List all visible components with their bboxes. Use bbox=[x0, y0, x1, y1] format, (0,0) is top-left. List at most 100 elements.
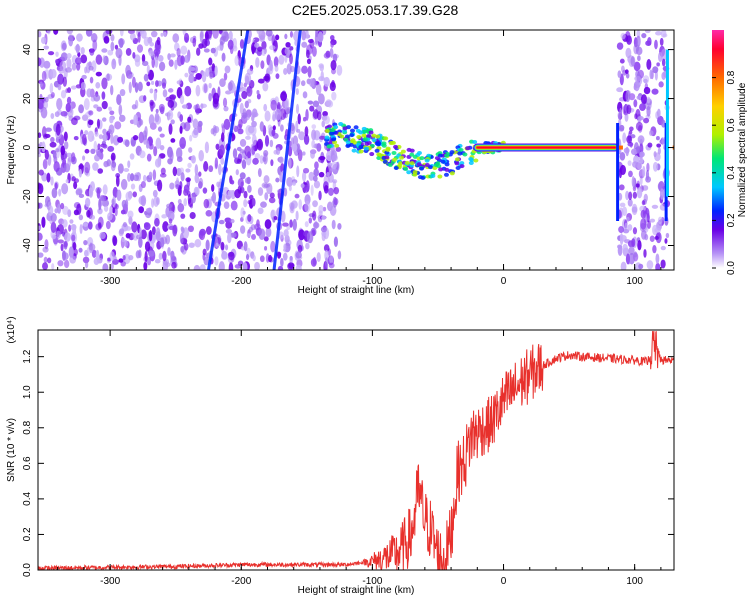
spectral-speckle bbox=[640, 229, 647, 240]
spectral-speckle bbox=[110, 152, 116, 162]
spectral-speckle bbox=[289, 256, 293, 265]
spectral-speckle bbox=[72, 242, 77, 251]
spectral-speckle bbox=[88, 110, 94, 116]
spectral-speckle bbox=[264, 134, 270, 147]
spectral-speckle bbox=[318, 156, 326, 161]
spectral-speckle bbox=[192, 37, 197, 48]
spectral-speckle bbox=[197, 120, 203, 128]
spectral-speckle bbox=[146, 153, 152, 162]
spectral-speckle bbox=[623, 147, 630, 154]
spectral-speckle bbox=[279, 108, 287, 120]
spectral-speckle bbox=[158, 252, 163, 260]
spectral-speckle bbox=[96, 106, 103, 112]
carrier-blob bbox=[358, 130, 364, 135]
carrier-blob bbox=[375, 134, 381, 139]
spectral-speckle bbox=[62, 76, 67, 87]
y-tick-label: 0.8 bbox=[22, 420, 33, 434]
spectral-speckle bbox=[203, 256, 209, 266]
spectral-speckle bbox=[228, 30, 233, 40]
spectral-speckle bbox=[205, 226, 212, 235]
carrier-blob bbox=[459, 161, 465, 166]
carrier-blob bbox=[326, 144, 332, 149]
spectral-speckle bbox=[102, 144, 108, 149]
spectral-speckle bbox=[109, 116, 114, 124]
spectral-speckle bbox=[221, 52, 226, 62]
spectral-speckle bbox=[250, 125, 257, 136]
spectral-speckle bbox=[296, 165, 300, 178]
spectral-speckle bbox=[270, 159, 274, 167]
spectral-speckle bbox=[127, 210, 134, 219]
spectral-speckle bbox=[38, 169, 44, 176]
y-tick-label: 1.2 bbox=[22, 349, 33, 363]
spectral-speckle bbox=[306, 231, 314, 244]
spectral-speckle bbox=[310, 150, 315, 159]
carrier-blob bbox=[437, 174, 443, 179]
spectral-speckle bbox=[43, 45, 50, 50]
spectral-speckle bbox=[208, 82, 212, 89]
spectral-speckle bbox=[204, 141, 210, 154]
spectral-speckle bbox=[295, 210, 299, 221]
spectral-speckle bbox=[148, 50, 155, 57]
spectral-speckle bbox=[288, 157, 292, 170]
spectral-speckle bbox=[219, 144, 225, 156]
colorbar-ticks: 0.0 0.2 0.4 0.6 0.8 bbox=[712, 70, 737, 275]
spectral-speckle bbox=[658, 81, 664, 88]
spectral-speckle bbox=[336, 64, 343, 76]
colorbar-label: Normalized spectral amplitude bbox=[737, 82, 748, 217]
x-tick-label: -300 bbox=[100, 276, 120, 287]
spectral-speckle bbox=[92, 39, 98, 51]
spectral-speckle bbox=[632, 227, 638, 235]
spectral-speckle bbox=[254, 223, 261, 231]
spectral-speckle bbox=[134, 82, 139, 93]
spectral-speckle bbox=[101, 117, 107, 122]
spectral-speckle bbox=[317, 31, 324, 43]
spectral-speckle bbox=[647, 142, 653, 148]
spectral-speckle bbox=[159, 173, 167, 178]
spectral-speckle bbox=[138, 236, 143, 249]
spectral-speckle bbox=[154, 158, 162, 168]
spectral-speckle bbox=[298, 131, 306, 141]
spectral-speckle bbox=[65, 179, 69, 184]
spectral-speckle bbox=[269, 45, 276, 51]
spectral-speckle bbox=[65, 152, 73, 158]
carrier-blob bbox=[348, 142, 354, 147]
carrier-blob bbox=[366, 140, 372, 145]
spectral-speckle bbox=[110, 85, 114, 96]
spectral-speckle bbox=[98, 134, 104, 140]
spectral-speckle bbox=[127, 172, 131, 182]
spectral-speckle bbox=[142, 134, 148, 145]
spectral-speckle bbox=[57, 239, 64, 244]
carrier-blob bbox=[362, 137, 368, 142]
spectral-speckle bbox=[94, 131, 99, 137]
carrier-blob bbox=[369, 152, 375, 157]
y-tick-label: 20 bbox=[22, 93, 33, 105]
spectral-speckle bbox=[257, 78, 265, 84]
spectral-speckle bbox=[302, 116, 307, 122]
spectral-speckle bbox=[128, 81, 132, 94]
spectral-speckle bbox=[314, 32, 319, 45]
spectral-speckle bbox=[313, 221, 320, 229]
spectral-speckle bbox=[184, 32, 190, 44]
spectral-speckle bbox=[323, 52, 331, 59]
spectral-speckle bbox=[240, 207, 245, 219]
spectral-speckle bbox=[294, 193, 300, 199]
spectral-speckle bbox=[219, 78, 226, 87]
spectral-speckle bbox=[620, 261, 627, 270]
spectral-speckle bbox=[628, 93, 636, 101]
spectral-speckle bbox=[625, 72, 630, 79]
spectral-speckle bbox=[304, 126, 309, 137]
spectral-speckle bbox=[101, 91, 106, 100]
spectral-speckle bbox=[59, 60, 67, 71]
spectral-speckle bbox=[151, 57, 156, 69]
spectral-speckle bbox=[256, 93, 261, 100]
spectral-speckle bbox=[91, 249, 97, 258]
spectral-speckle bbox=[263, 149, 269, 157]
spectral-speckle bbox=[297, 244, 303, 253]
spectral-speckle bbox=[278, 54, 285, 65]
carrier-blob bbox=[358, 145, 364, 150]
spectral-speckle bbox=[641, 200, 646, 206]
spectral-speckle bbox=[118, 258, 124, 263]
spectral-speckle bbox=[643, 117, 650, 124]
spectral-speckle bbox=[123, 240, 129, 247]
